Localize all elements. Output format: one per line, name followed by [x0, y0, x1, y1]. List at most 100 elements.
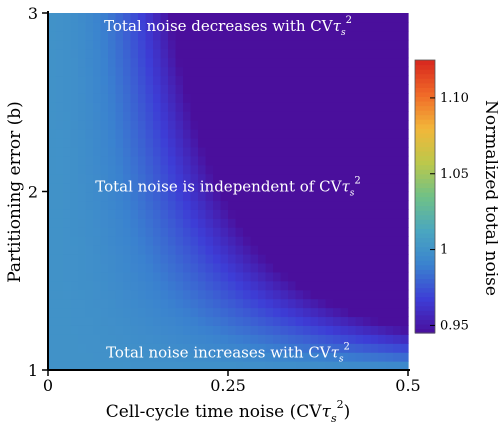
heatmap-cell: [100, 173, 109, 184]
heatmap-cell: [303, 48, 312, 59]
heatmap-cell: [273, 262, 282, 273]
heatmap-cell: [325, 120, 334, 130]
heatmap-cell: [250, 129, 259, 139]
heatmap-cell: [198, 334, 207, 344]
heatmap-cell: [333, 227, 342, 237]
heatmap-cell: [138, 307, 147, 318]
heatmap-cell: [145, 48, 154, 59]
heatmap-cell: [400, 298, 409, 309]
heatmap-cell: [325, 182, 334, 193]
heatmap-cell: [250, 13, 259, 23]
heatmap-cell: [333, 307, 342, 318]
heatmap-cell: [303, 120, 312, 130]
heatmap-cell: [123, 280, 132, 291]
heatmap-cell: [160, 262, 169, 273]
heatmap-cell: [78, 209, 87, 219]
heatmap-cell: [273, 227, 282, 237]
heatmap-cell: [205, 325, 214, 335]
heatmap-cell: [160, 146, 169, 157]
heatmap-cell: [378, 334, 387, 344]
heatmap-cell: [175, 191, 184, 202]
heatmap-cell: [168, 182, 177, 193]
heatmap-cell: [400, 271, 409, 282]
heatmap-cell: [273, 280, 282, 291]
colorbar-segment: [415, 292, 435, 298]
heatmap-cell: [183, 182, 192, 193]
heatmap-cell: [213, 173, 222, 184]
heatmap-cell: [78, 39, 87, 50]
heatmap-cell: [318, 325, 327, 335]
heatmap-cell: [243, 164, 252, 175]
heatmap-cell: [303, 164, 312, 175]
heatmap-cell: [123, 66, 132, 77]
heatmap-cell: [78, 191, 87, 202]
heatmap-cell: [93, 271, 102, 282]
heatmap-cell: [228, 137, 237, 148]
heatmap-cell: [333, 200, 342, 210]
colorbar-segment: [415, 323, 435, 330]
heatmap-cell: [55, 111, 64, 121]
heatmap-cell: [280, 164, 289, 175]
heatmap-cell: [370, 111, 379, 121]
heatmap-cell: [280, 173, 289, 184]
heatmap-cell: [400, 307, 409, 318]
heatmap-cell: [100, 75, 109, 85]
heatmap-cell: [108, 129, 117, 139]
heatmap-cell: [318, 21, 327, 32]
heatmap-cell: [198, 289, 207, 300]
heatmap-cell: [205, 30, 214, 41]
heatmap-cell: [220, 271, 229, 282]
heatmap-cell: [198, 146, 207, 157]
heatmap-cell: [280, 245, 289, 255]
heatmap-cell: [235, 236, 244, 246]
heatmap-cell: [48, 334, 57, 344]
heatmap-cell: [400, 280, 409, 291]
heatmap-cell: [175, 334, 184, 344]
heatmap-cell: [385, 334, 394, 344]
heatmap-cell: [108, 120, 117, 130]
heatmap-cell: [235, 39, 244, 50]
heatmap-cell: [70, 253, 79, 264]
heatmap-cell: [115, 13, 124, 23]
heatmap-cell: [153, 182, 162, 193]
heatmap-cell: [370, 137, 379, 148]
heatmap-cell: [78, 57, 87, 68]
heatmap-cell: [153, 218, 162, 228]
heatmap-cell: [175, 93, 184, 103]
heatmap-cell: [258, 57, 267, 68]
heatmap-cell: [295, 245, 304, 255]
heatmap-cell: [333, 13, 342, 23]
colorbar-segment: [415, 128, 435, 134]
heatmap-cell: [355, 218, 364, 228]
heatmap-cell: [400, 120, 409, 130]
heatmap-cell: [63, 129, 72, 139]
heatmap-cell: [400, 361, 409, 371]
heatmap-cell: [310, 334, 319, 344]
heatmap-cell: [250, 182, 259, 193]
heatmap-cell: [280, 30, 289, 41]
heatmap-cell: [198, 236, 207, 246]
heatmap-cell: [160, 129, 169, 139]
heatmap-cell: [393, 21, 402, 32]
heatmap-cell: [153, 120, 162, 130]
heatmap-cell: [370, 93, 379, 103]
heatmap-cell: [250, 30, 259, 41]
heatmap-cell: [400, 334, 409, 344]
colorbar-segment: [415, 237, 435, 243]
heatmap-cell: [123, 253, 132, 264]
heatmap-cell: [393, 352, 402, 362]
heatmap-cell: [273, 191, 282, 202]
heatmap-cell: [378, 21, 387, 32]
heatmap-cell: [168, 245, 177, 255]
heatmap-cell: [273, 39, 282, 50]
heatmap-cell: [55, 137, 64, 148]
heatmap-cell: [123, 13, 132, 23]
heatmap-cell: [115, 218, 124, 228]
colorbar-segment: [415, 305, 435, 311]
heatmap-cell: [318, 280, 327, 291]
heatmap-cell: [213, 209, 222, 219]
heatmap-cell: [93, 307, 102, 318]
heatmap-cell: [168, 271, 177, 282]
heatmap-cell: [153, 191, 162, 202]
